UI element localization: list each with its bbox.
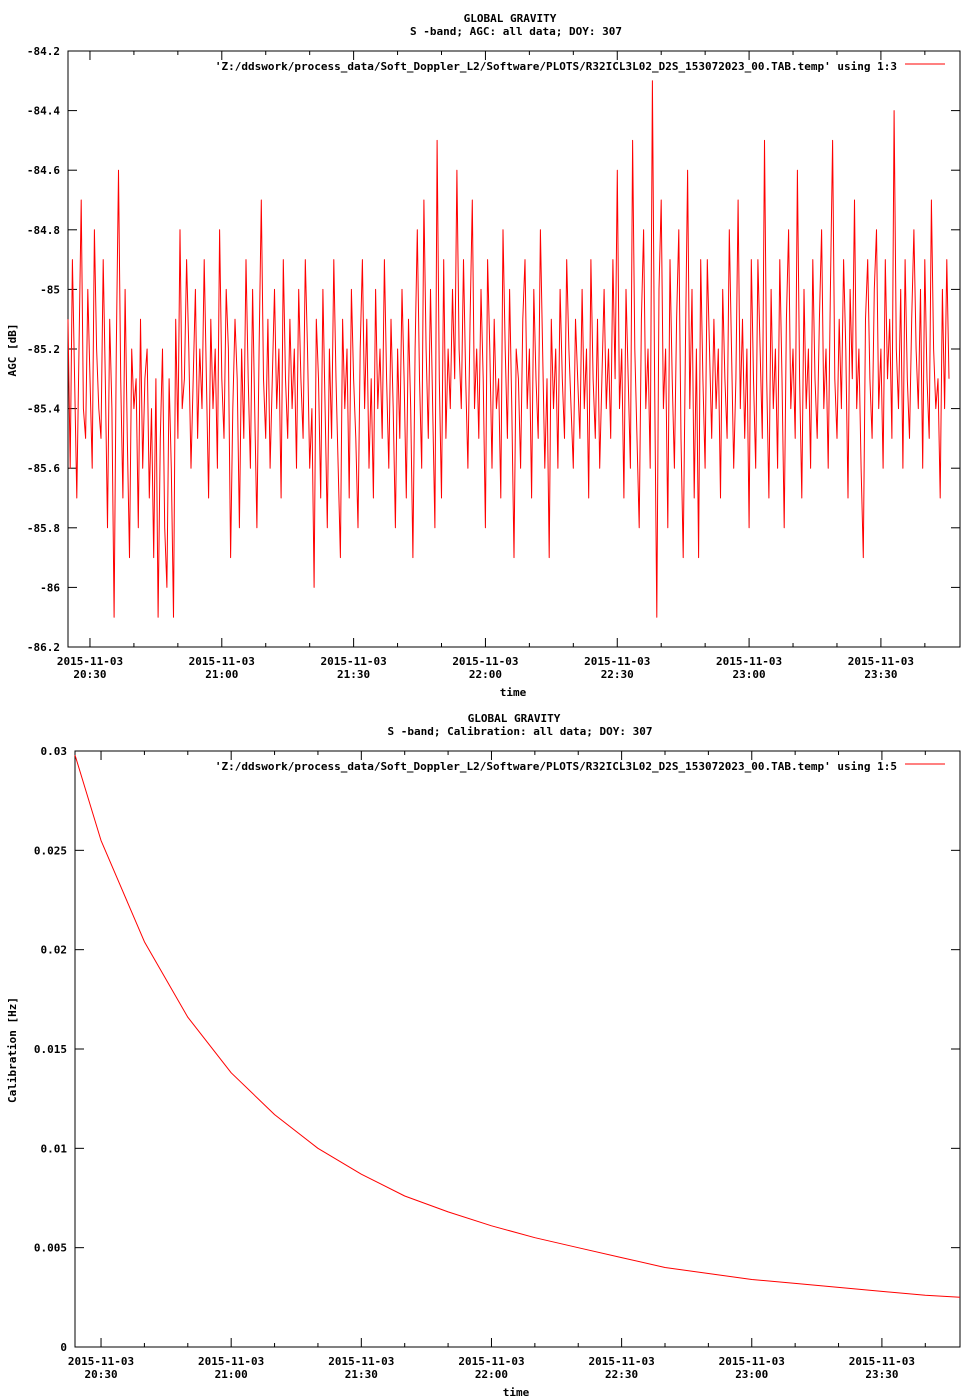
x-tick-label-time: 21:30 (337, 668, 370, 681)
y-tick-label: 0.02 (41, 944, 68, 957)
x-tick-label-date: 2015-11-03 (68, 1355, 134, 1368)
y-tick-label: -85 (40, 283, 60, 296)
x-tick-label-date: 2015-11-03 (848, 655, 914, 668)
legend-entry: 'Z:/ddswork/process_data/Soft_Doppler_L2… (215, 60, 897, 73)
x-tick-label-date: 2015-11-03 (189, 655, 255, 668)
y-axis-label: AGC [dB] (6, 324, 19, 377)
x-axis-label: time (500, 686, 527, 699)
x-tick-label-date: 2015-11-03 (328, 1355, 394, 1368)
y-tick-label: -84.6 (27, 164, 60, 177)
chart-subtitle: S -band; Calibration: all data; DOY: 307 (388, 725, 653, 738)
x-tick-label-date: 2015-11-03 (716, 655, 782, 668)
y-axis-label: Calibration [Hz] (6, 997, 19, 1103)
y-tick-label: 0.015 (34, 1043, 67, 1056)
x-tick-label-time: 23:00 (735, 1368, 768, 1381)
x-tick-label-date: 2015-11-03 (452, 655, 518, 668)
y-tick-label: 0.005 (34, 1242, 67, 1255)
x-tick-label-date: 2015-11-03 (198, 1355, 264, 1368)
x-tick-label-time: 21:00 (215, 1368, 248, 1381)
series-line (67, 80, 950, 618)
calibration-chart: GLOBAL GRAVITY S -band; Calibration: all… (6, 712, 961, 1399)
agc-chart: GLOBAL GRAVITY S -band; AGC: all data; D… (6, 12, 961, 699)
x-tick-label-time: 22:30 (601, 668, 634, 681)
y-tick-label: -85.4 (27, 403, 60, 416)
x-tick-label-date: 2015-11-03 (458, 1355, 524, 1368)
y-tick-label: -85.2 (27, 343, 60, 356)
y-tick-label: -86.2 (27, 641, 60, 654)
series-line (74, 754, 961, 1298)
plot-frame (74, 750, 961, 1348)
x-tick-label-time: 23:30 (864, 668, 897, 681)
chart-title: GLOBAL GRAVITY (464, 12, 557, 25)
x-tick-label-date: 2015-11-03 (320, 655, 386, 668)
y-tick-label: 0.025 (34, 844, 67, 857)
x-tick-label-time: 21:30 (345, 1368, 378, 1381)
x-tick-label-time: 23:30 (865, 1368, 898, 1381)
x-axis-label: time (503, 1386, 530, 1399)
x-tick-label-date: 2015-11-03 (719, 1355, 785, 1368)
y-tick-label: -84.4 (27, 105, 60, 118)
x-tick-label-time: 20:30 (84, 1368, 117, 1381)
y-tick-label: 0 (60, 1341, 67, 1354)
chart-subtitle: S -band; AGC: all data; DOY: 307 (410, 25, 622, 38)
y-tick-label: -84.2 (27, 45, 60, 58)
x-tick-label-date: 2015-11-03 (57, 655, 123, 668)
y-tick-label: -85.8 (27, 522, 60, 535)
y-tick-label: -86 (40, 581, 60, 594)
y-tick-label: -85.6 (27, 462, 60, 475)
y-tick-label: 0.03 (41, 745, 68, 758)
x-tick-label-time: 23:00 (733, 668, 766, 681)
y-tick-label: 0.01 (41, 1142, 68, 1155)
x-tick-label-date: 2015-11-03 (584, 655, 650, 668)
x-tick-label-date: 2015-11-03 (589, 1355, 655, 1368)
chart-title: GLOBAL GRAVITY (468, 712, 561, 725)
x-tick-label-date: 2015-11-03 (849, 1355, 915, 1368)
legend-entry: 'Z:/ddswork/process_data/Soft_Doppler_L2… (215, 760, 897, 773)
y-tick-label: -84.8 (27, 224, 60, 237)
x-tick-label-time: 22:00 (475, 1368, 508, 1381)
x-tick-label-time: 21:00 (205, 668, 238, 681)
x-tick-label-time: 22:00 (469, 668, 502, 681)
x-tick-label-time: 20:30 (73, 668, 106, 681)
x-tick-label-time: 22:30 (605, 1368, 638, 1381)
